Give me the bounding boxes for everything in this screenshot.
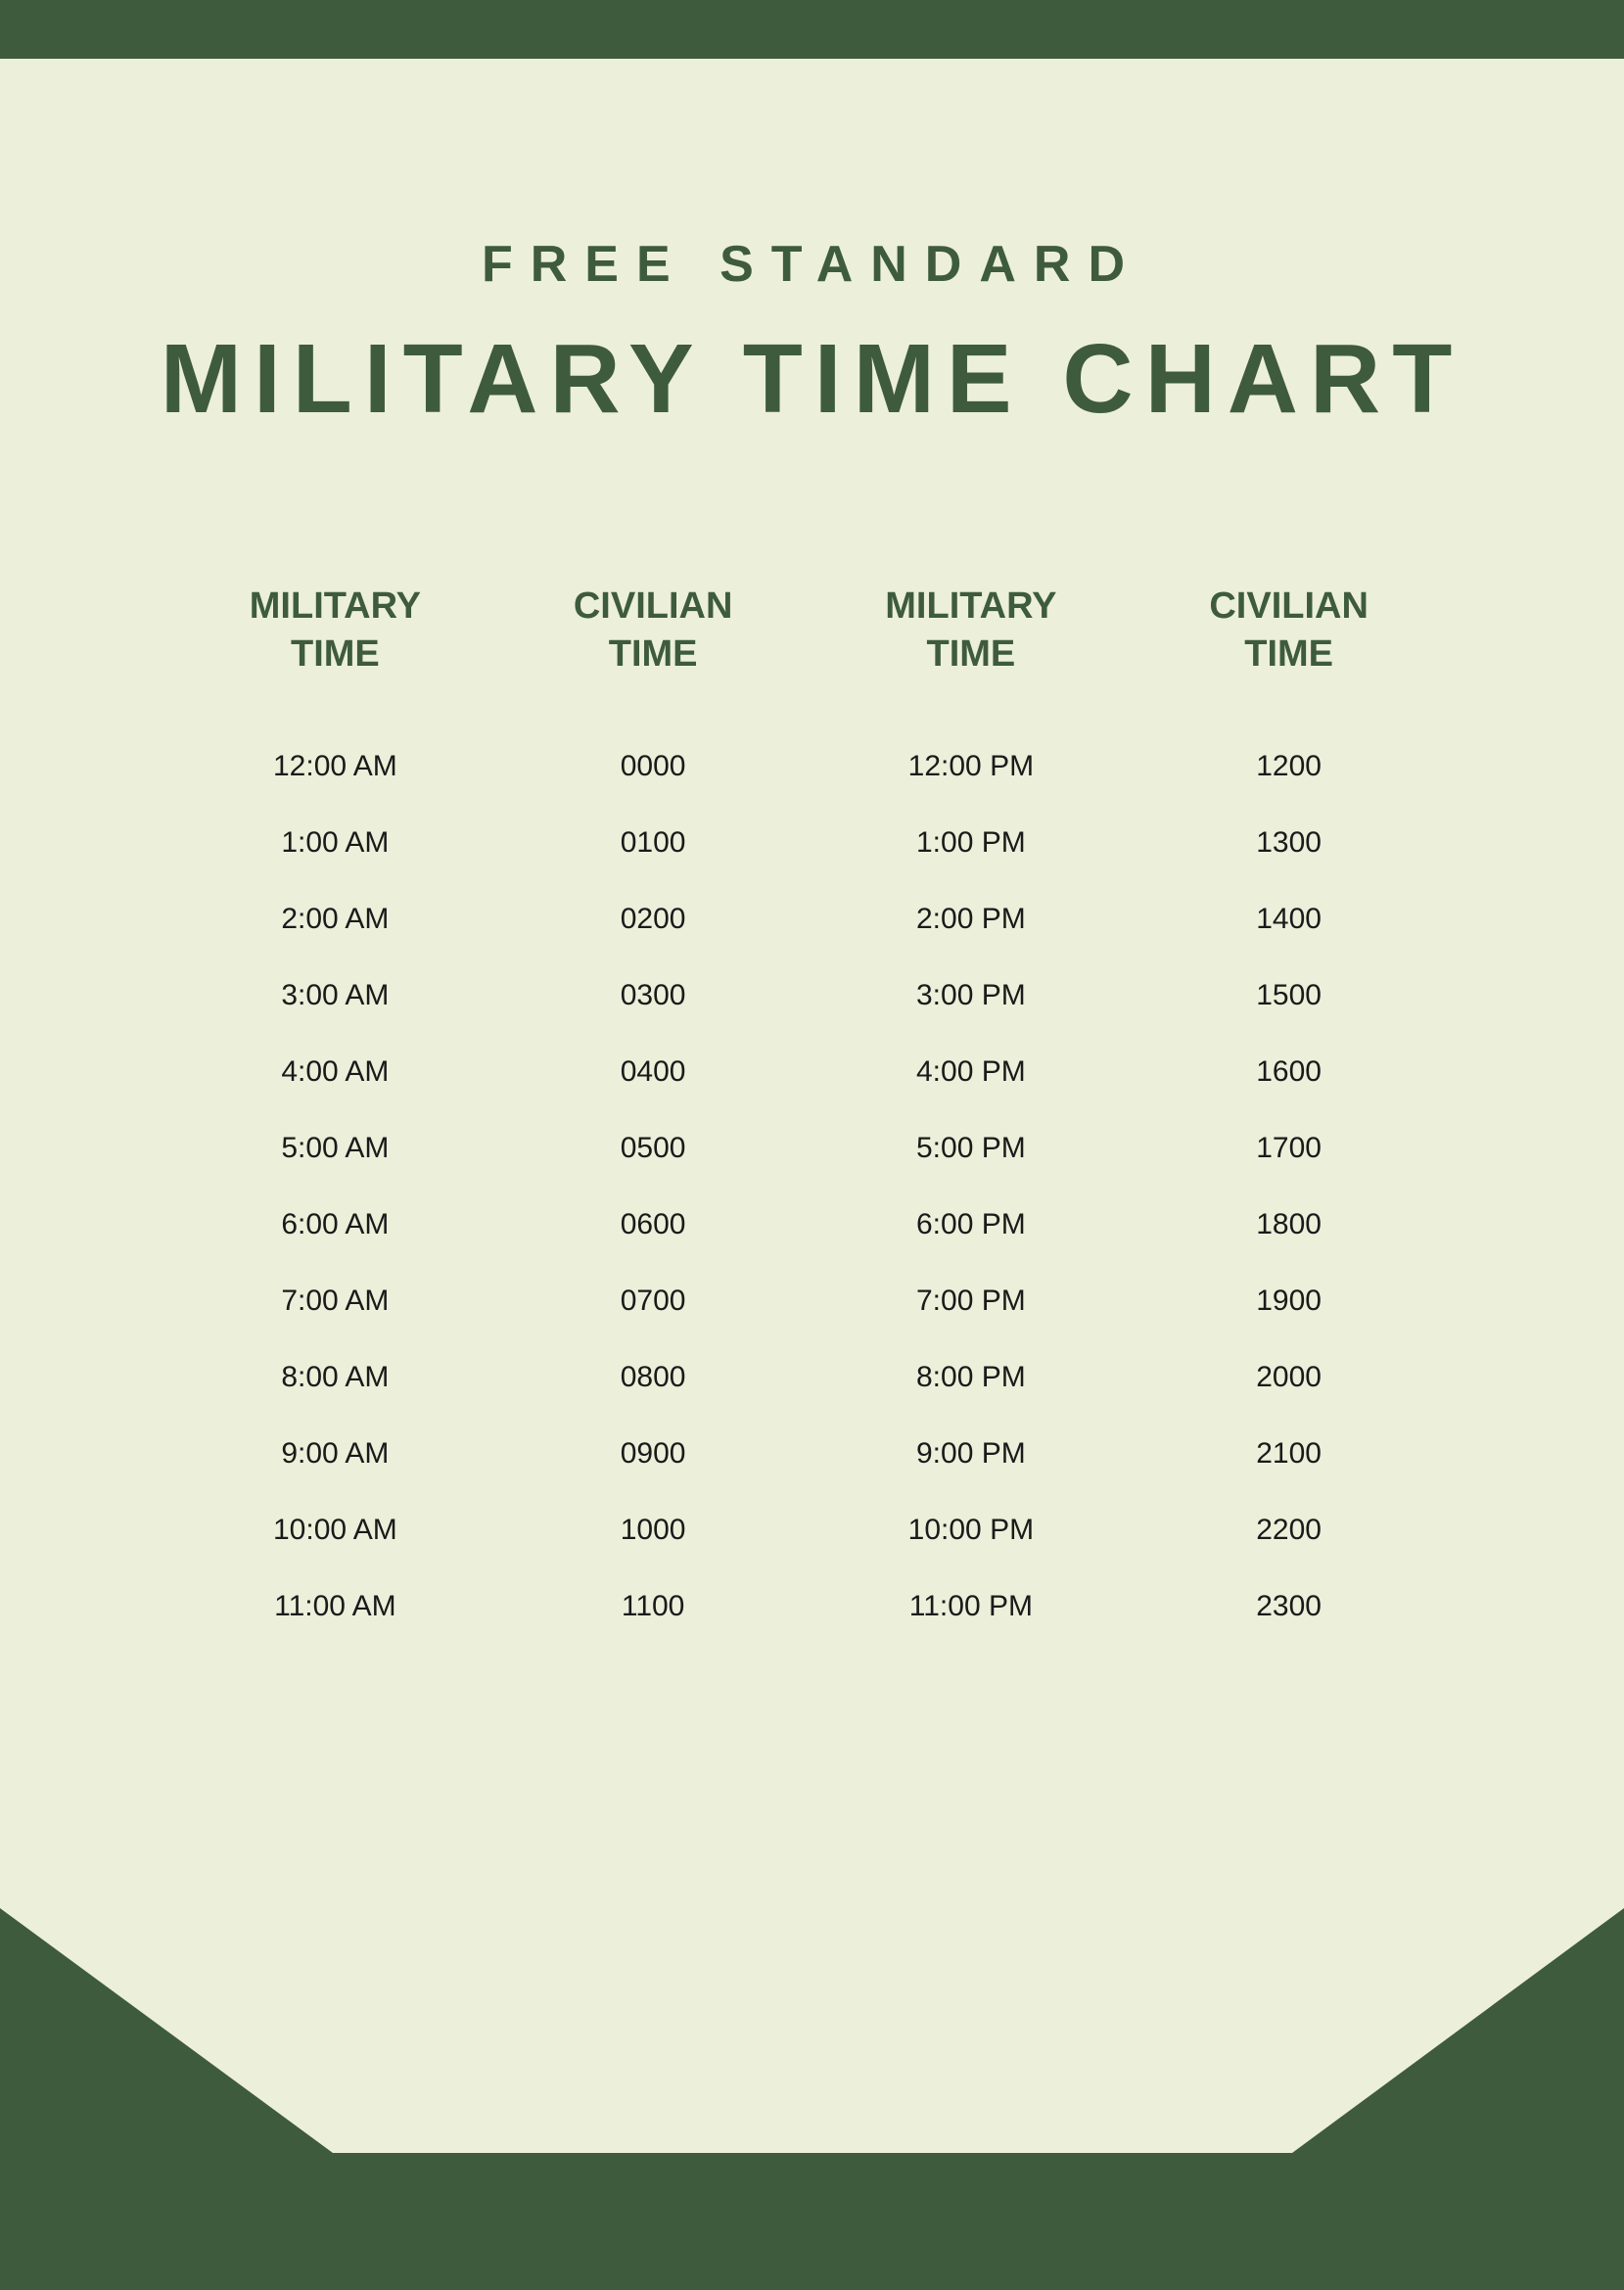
- table-cell: 1500: [1130, 958, 1448, 1034]
- column-header: CIVILIANTIME: [494, 583, 812, 728]
- table-row: 11:00 AM110011:00 PM2300: [176, 1568, 1448, 1645]
- table-cell: 1:00 AM: [176, 805, 494, 881]
- bottom-decorative-shape: [0, 1908, 1624, 2290]
- table-cell: 5:00 AM: [176, 1110, 494, 1187]
- table-cell: 0900: [494, 1416, 812, 1492]
- column-header: MILITARYTIME: [176, 583, 494, 728]
- table-header-row: MILITARYTIME CIVILIANTIME MILITARYTIME C…: [176, 583, 1448, 728]
- table-cell: 6:00 AM: [176, 1187, 494, 1263]
- table-cell: 1:00 PM: [812, 805, 1131, 881]
- table-row: 12:00 AM000012:00 PM1200: [176, 728, 1448, 805]
- table-cell: 5:00 PM: [812, 1110, 1131, 1187]
- table-cell: 4:00 PM: [812, 1034, 1131, 1110]
- table-row: 6:00 AM06006:00 PM1800: [176, 1187, 1448, 1263]
- time-conversion-table: MILITARYTIME CIVILIANTIME MILITARYTIME C…: [176, 583, 1448, 1645]
- table-cell: 9:00 PM: [812, 1416, 1131, 1492]
- table-cell: 0800: [494, 1339, 812, 1416]
- table-cell: 3:00 PM: [812, 958, 1131, 1034]
- table-cell: 0600: [494, 1187, 812, 1263]
- table-cell: 2100: [1130, 1416, 1448, 1492]
- time-table-container: MILITARYTIME CIVILIANTIME MILITARYTIME C…: [0, 583, 1624, 1645]
- top-accent-bar: [0, 0, 1624, 59]
- table-cell: 1800: [1130, 1187, 1448, 1263]
- table-cell: 12:00 PM: [812, 728, 1131, 805]
- table-row: 10:00 AM100010:00 PM2200: [176, 1492, 1448, 1568]
- table-cell: 10:00 AM: [176, 1492, 494, 1568]
- table-row: 9:00 AM09009:00 PM2100: [176, 1416, 1448, 1492]
- table-cell: 0400: [494, 1034, 812, 1110]
- table-cell: 11:00 PM: [812, 1568, 1131, 1645]
- table-cell: 0100: [494, 805, 812, 881]
- column-header: MILITARYTIME: [812, 583, 1131, 728]
- table-cell: 8:00 PM: [812, 1339, 1131, 1416]
- table-cell: 1300: [1130, 805, 1448, 881]
- table-cell: 7:00 AM: [176, 1263, 494, 1339]
- table-row: 1:00 AM01001:00 PM1300: [176, 805, 1448, 881]
- table-cell: 2200: [1130, 1492, 1448, 1568]
- table-row: 7:00 AM07007:00 PM1900: [176, 1263, 1448, 1339]
- table-cell: 2300: [1130, 1568, 1448, 1645]
- table-row: 4:00 AM04004:00 PM1600: [176, 1034, 1448, 1110]
- table-row: 5:00 AM05005:00 PM1700: [176, 1110, 1448, 1187]
- table-row: 2:00 AM02002:00 PM1400: [176, 881, 1448, 958]
- table-cell: 0500: [494, 1110, 812, 1187]
- table-cell: 9:00 AM: [176, 1416, 494, 1492]
- table-cell: 1400: [1130, 881, 1448, 958]
- table-cell: 0700: [494, 1263, 812, 1339]
- table-cell: 1700: [1130, 1110, 1448, 1187]
- table-cell: 1000: [494, 1492, 812, 1568]
- table-cell: 1200: [1130, 728, 1448, 805]
- table-body: 12:00 AM000012:00 PM12001:00 AM01001:00 …: [176, 728, 1448, 1645]
- table-cell: 2:00 AM: [176, 881, 494, 958]
- table-cell: 0300: [494, 958, 812, 1034]
- table-cell: 11:00 AM: [176, 1568, 494, 1645]
- table-cell: 0200: [494, 881, 812, 958]
- table-cell: 1900: [1130, 1263, 1448, 1339]
- table-cell: 0000: [494, 728, 812, 805]
- page-title: MILITARY TIME CHART: [0, 323, 1624, 436]
- table-row: 3:00 AM03003:00 PM1500: [176, 958, 1448, 1034]
- table-cell: 7:00 PM: [812, 1263, 1131, 1339]
- table-cell: 10:00 PM: [812, 1492, 1131, 1568]
- table-cell: 3:00 AM: [176, 958, 494, 1034]
- column-header: CIVILIANTIME: [1130, 583, 1448, 728]
- table-row: 8:00 AM08008:00 PM2000: [176, 1339, 1448, 1416]
- main-content: FREE STANDARD MILITARY TIME CHART MILITA…: [0, 59, 1624, 1645]
- table-cell: 1100: [494, 1568, 812, 1645]
- table-cell: 2:00 PM: [812, 881, 1131, 958]
- table-cell: 1600: [1130, 1034, 1448, 1110]
- table-cell: 4:00 AM: [176, 1034, 494, 1110]
- table-cell: 2000: [1130, 1339, 1448, 1416]
- page-subtitle: FREE STANDARD: [0, 235, 1624, 294]
- table-cell: 8:00 AM: [176, 1339, 494, 1416]
- table-cell: 12:00 AM: [176, 728, 494, 805]
- table-cell: 6:00 PM: [812, 1187, 1131, 1263]
